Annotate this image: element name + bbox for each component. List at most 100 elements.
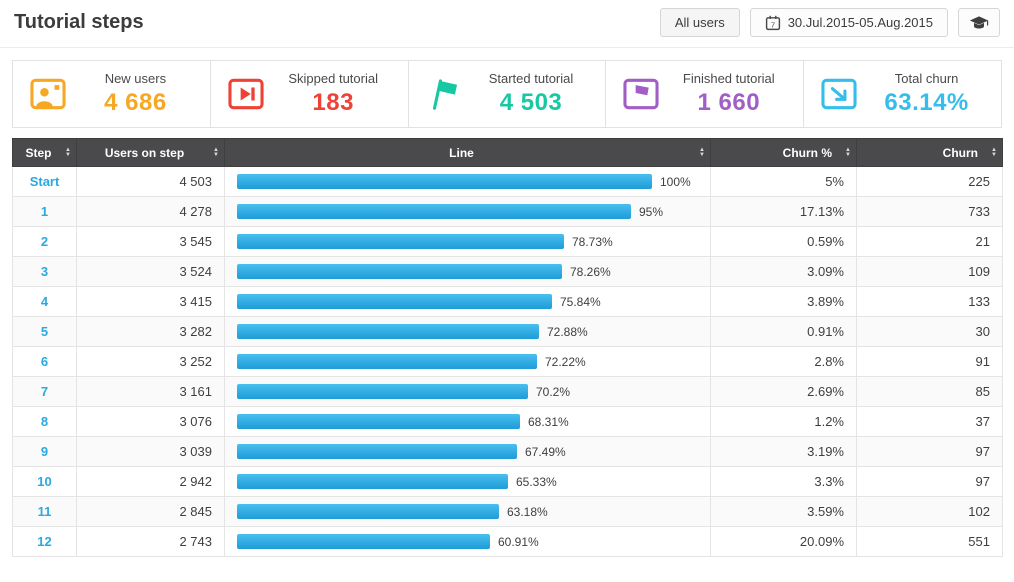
sort-icon[interactable]: ▲ ▼ <box>991 146 997 158</box>
churn-percent-cell: 1.2% <box>710 406 857 437</box>
churn-cell: 97 <box>856 466 1003 497</box>
churn-cell: 91 <box>856 346 1003 377</box>
line-percent-label: 65.33% <box>516 474 557 489</box>
users-on-step-cell: 4 278 <box>76 196 225 227</box>
churn-cell: 133 <box>856 286 1003 317</box>
stat-value: 4 686 <box>104 89 167 116</box>
churn-percent-cell: 20.09% <box>710 526 857 557</box>
users-on-step-cell: 2 845 <box>76 496 225 527</box>
users-on-step-cell: 2 743 <box>76 526 225 557</box>
line-percent-label: 95% <box>639 204 664 219</box>
column-label: Line <box>449 145 474 160</box>
step-cell: 8 <box>12 406 77 437</box>
line-percent-label: 72.22% <box>545 354 586 369</box>
user-photo-icon <box>29 75 67 113</box>
users-on-step-cell: 3 039 <box>76 436 225 467</box>
line-percent-label: 60.91% <box>498 534 539 549</box>
stat-value: 183 <box>312 89 354 116</box>
table-row: 9 3 039 67.49% 3.19% 97 <box>12 436 1003 467</box>
users-on-step-cell: 3 161 <box>76 376 225 407</box>
stat-text: Skipped tutorial 183 <box>265 71 396 117</box>
line-cell: 72.88% <box>224 316 711 347</box>
stat-card: New users 4 686 <box>13 61 211 127</box>
table-row: 1 4 278 95% 17.13% 733 <box>12 196 1003 227</box>
page-title: Tutorial steps <box>14 11 144 33</box>
column-header-churn[interactable]: Churn ▲ ▼ <box>856 138 1003 167</box>
column-label: Churn <box>942 145 978 160</box>
table-row: 11 2 845 63.18% 3.59% 102 <box>12 496 1003 527</box>
step-cell: 9 <box>12 436 77 467</box>
stats-row: New users 4 686 Skipped tutorial 183 Sta… <box>12 60 1002 128</box>
all-users-button[interactable]: All users <box>659 8 740 37</box>
churn-cell: 109 <box>856 256 1003 287</box>
line-cell: 100% <box>224 166 711 197</box>
tutorial-mode-button[interactable] <box>958 8 1000 37</box>
churn-cell: 21 <box>856 226 1003 257</box>
header-controls: All users 7 30.Jul.2015-05.Aug.2015 <box>659 8 1000 37</box>
churn-percent-cell: 0.91% <box>710 316 857 347</box>
step-cell: 4 <box>12 286 77 317</box>
step-cell: 3 <box>12 256 77 287</box>
table-row: 7 3 161 70.2% 2.69% 85 <box>12 376 1003 407</box>
churn-percent-cell: 3.3% <box>710 466 857 497</box>
stat-label: New users <box>104 71 167 86</box>
column-label: Users on step <box>104 145 185 160</box>
line-percent-label: 63.18% <box>507 504 548 519</box>
step-cell: 1 <box>12 196 77 227</box>
table-header-row: Step ▲ ▼ Users on step ▲ ▼ Line ▲ ▼ Churn %… <box>12 138 1003 167</box>
line-bar <box>237 264 562 279</box>
churn-percent-cell: 5% <box>710 166 857 197</box>
column-header-churn-percent[interactable]: Churn % ▲ ▼ <box>710 138 857 167</box>
churn-percent-cell: 2.69% <box>710 376 857 407</box>
line-cell: 75.84% <box>224 286 711 317</box>
churn-cell: 225 <box>856 166 1003 197</box>
users-on-step-cell: 3 252 <box>76 346 225 377</box>
column-header-users[interactable]: Users on step ▲ ▼ <box>76 138 225 167</box>
page-header: Tutorial steps All users 7 30.Jul.2015-0… <box>0 0 1014 48</box>
sort-icon[interactable]: ▲ ▼ <box>699 146 705 158</box>
churn-cell: 85 <box>856 376 1003 407</box>
line-bar <box>237 504 499 519</box>
step-cell: 10 <box>12 466 77 497</box>
step-cell: 7 <box>12 376 77 407</box>
sort-icon[interactable]: ▲ ▼ <box>65 146 71 158</box>
churn-exit-icon <box>820 75 858 113</box>
line-bar <box>237 234 564 249</box>
stat-card: Started tutorial 4 503 <box>409 61 607 127</box>
column-header-line[interactable]: Line ▲ ▼ <box>224 138 711 167</box>
line-cell: 60.91% <box>224 526 711 557</box>
line-bar <box>237 174 652 189</box>
line-bar <box>237 324 539 339</box>
step-cell: Start <box>12 166 77 197</box>
line-cell: 67.49% <box>224 436 711 467</box>
date-range-label: 30.Jul.2015-05.Aug.2015 <box>787 15 933 30</box>
step-cell: 2 <box>12 226 77 257</box>
line-cell: 65.33% <box>224 466 711 497</box>
table-row: 3 3 524 78.26% 3.09% 109 <box>12 256 1003 287</box>
column-header-step[interactable]: Step ▲ ▼ <box>12 138 77 167</box>
line-bar <box>237 354 537 369</box>
line-bar <box>237 414 520 429</box>
churn-cell: 102 <box>856 496 1003 527</box>
line-bar <box>237 534 490 549</box>
line-cell: 63.18% <box>224 496 711 527</box>
line-cell: 72.22% <box>224 346 711 377</box>
stat-label: Skipped tutorial <box>288 71 378 86</box>
line-cell: 95% <box>224 196 711 227</box>
line-cell: 68.31% <box>224 406 711 437</box>
step-cell: 11 <box>12 496 77 527</box>
sort-icon[interactable]: ▲ ▼ <box>845 146 851 158</box>
stat-text: Total churn 63.14% <box>858 71 989 117</box>
line-cell: 70.2% <box>224 376 711 407</box>
churn-cell: 733 <box>856 196 1003 227</box>
line-bar <box>237 444 517 459</box>
graduation-cap-icon <box>968 13 990 33</box>
date-range-button[interactable]: 7 30.Jul.2015-05.Aug.2015 <box>749 8 948 37</box>
churn-cell: 37 <box>856 406 1003 437</box>
line-percent-label: 78.73% <box>572 234 613 249</box>
sort-icon[interactable]: ▲ ▼ <box>213 146 219 158</box>
column-label: Step <box>25 145 52 160</box>
line-percent-label: 70.2% <box>536 384 571 399</box>
stat-value: 63.14% <box>884 89 969 116</box>
table-row: 4 3 415 75.84% 3.89% 133 <box>12 286 1003 317</box>
